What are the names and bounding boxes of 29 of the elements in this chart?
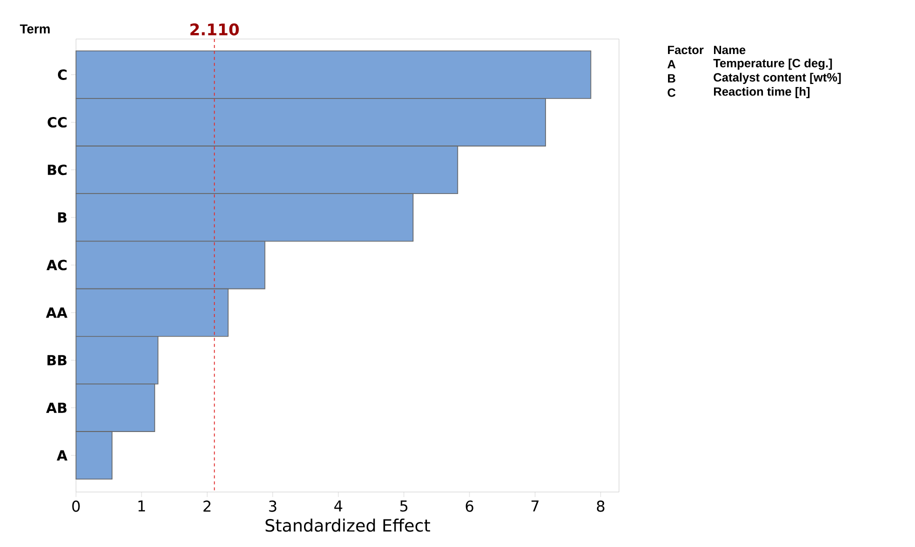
text: Reaction time [h] bbox=[714, 87, 810, 98]
x-tick-label: 0 bbox=[72, 500, 80, 512]
x-tick-label: 8 bbox=[596, 500, 604, 512]
x-tick-label: 2 bbox=[204, 500, 210, 512]
y-tick-label: AA bbox=[46, 308, 68, 318]
y-tick-label: BC bbox=[48, 164, 67, 176]
text: Name bbox=[714, 46, 746, 54]
x-tick-label: 6 bbox=[466, 500, 474, 512]
x-axis-title: Standardized Effect bbox=[266, 518, 430, 532]
text: Factor bbox=[668, 46, 704, 54]
y-tick-label: B bbox=[58, 212, 67, 223]
x-tick-label: 7 bbox=[532, 500, 539, 512]
text: Temperature [C deg.] bbox=[713, 58, 832, 70]
text: Catalyst content [wt%] bbox=[714, 72, 841, 84]
text: B bbox=[668, 74, 676, 83]
text: C bbox=[668, 88, 676, 97]
y-tick-label: AC bbox=[46, 260, 67, 270]
y-tick-label: AB bbox=[46, 402, 67, 413]
x-tick-label: 4 bbox=[334, 500, 342, 512]
y-axis-title: Term bbox=[20, 24, 50, 34]
y-tick-label: CC bbox=[48, 116, 67, 128]
y-tick-label: A bbox=[56, 450, 68, 460]
text: A bbox=[668, 60, 676, 68]
x-tick-label: 5 bbox=[400, 500, 408, 512]
y-tick-label: BB bbox=[48, 355, 66, 366]
ref-line-label: 2.110 bbox=[190, 23, 239, 36]
x-tick-label: 3 bbox=[269, 500, 276, 512]
y-tick-label: C bbox=[58, 69, 67, 80]
x-tick-label: 1 bbox=[138, 500, 145, 512]
